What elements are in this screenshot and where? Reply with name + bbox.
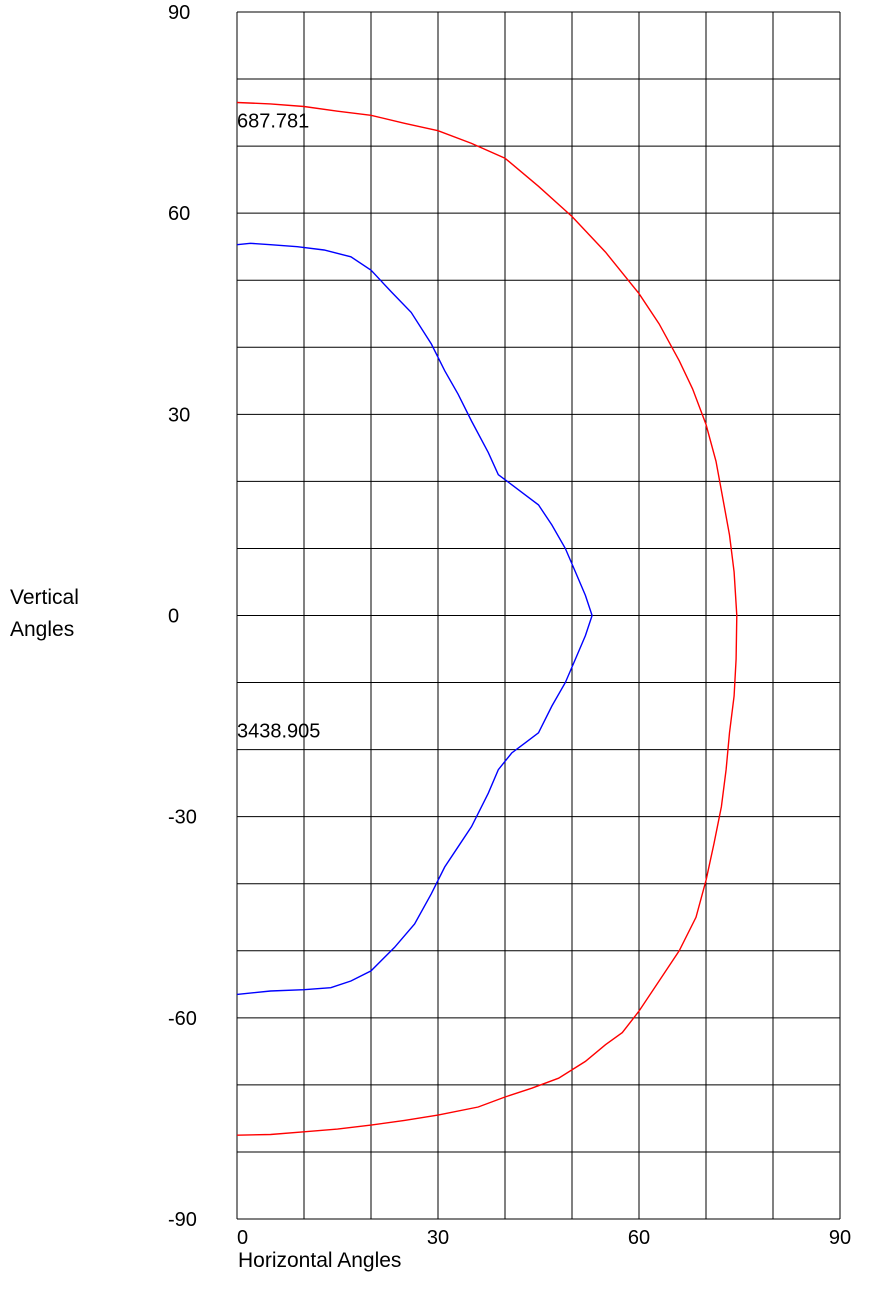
y-tick-label: -60 bbox=[168, 1008, 197, 1030]
series-lines bbox=[236, 101, 738, 1136]
grid bbox=[236, 11, 841, 1220]
tick-labels: 90 60 30 0 -30 -60 -90 0 30 60 90 bbox=[168, 2, 851, 1249]
annotations: 687.781 3438.905 bbox=[237, 110, 320, 742]
y-axis-label-line-2: Angles bbox=[10, 618, 75, 641]
x-tick-label: 60 bbox=[628, 1227, 650, 1249]
y-tick-label: 0 bbox=[168, 606, 179, 628]
y-tick-label: -90 bbox=[168, 1209, 197, 1231]
y-tick-label: -30 bbox=[168, 807, 197, 829]
annotation-label: 3438.905 bbox=[237, 720, 320, 742]
x-tick-label: 0 bbox=[237, 1227, 248, 1249]
series-line-1 bbox=[236, 101, 738, 1136]
series-line-2 bbox=[236, 242, 593, 996]
x-axis-label: Horizontal Angles bbox=[238, 1249, 402, 1272]
y-tick-label: 30 bbox=[168, 404, 190, 426]
x-tick-label: 30 bbox=[427, 1227, 449, 1249]
y-tick-label: 60 bbox=[168, 203, 190, 225]
y-axis-label-line-1: Vertical bbox=[10, 586, 79, 609]
y-tick-label: 90 bbox=[168, 2, 190, 24]
y-axis-label: Vertical Angles bbox=[10, 582, 120, 646]
x-tick-label: 90 bbox=[829, 1227, 851, 1249]
annotation-label: 687.781 bbox=[237, 110, 309, 132]
